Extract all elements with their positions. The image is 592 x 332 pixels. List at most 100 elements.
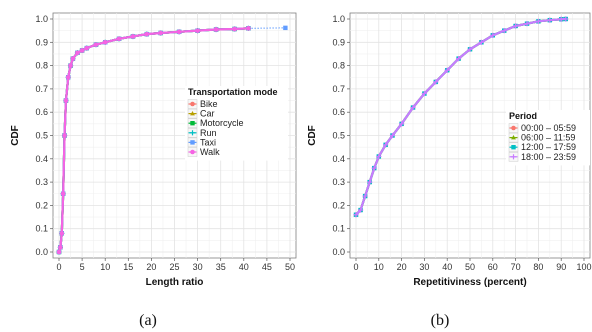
legend-label-a-5: Walk — [200, 147, 220, 157]
y-tick-label-b: 0.7 — [332, 84, 345, 94]
y-tick-label-b: 0.5 — [332, 131, 345, 141]
legend-marker-a-1 — [190, 111, 195, 116]
data-point-a-5 — [102, 40, 108, 45]
legend-title-b: Period — [509, 111, 537, 121]
data-point-a-5 — [176, 29, 182, 35]
x-tick-label-b: 20 — [397, 262, 407, 272]
data-point-b-3 — [456, 56, 462, 62]
data-point-a-5 — [70, 56, 76, 61]
legend-label-b-2: 12:00 – 17:59 — [521, 142, 576, 152]
data-point-a-5 — [116, 36, 122, 42]
data-point-b-3 — [357, 207, 364, 213]
data-point-b-3 — [389, 132, 396, 139]
x-tick-label-b: 60 — [488, 262, 498, 272]
data-point-a-5 — [246, 26, 251, 31]
series-a-5 — [56, 26, 251, 255]
x-tick-label-a: 25 — [169, 262, 179, 272]
x-tick-label-a: 10 — [100, 262, 110, 272]
data-point-b-3 — [444, 67, 450, 73]
data-point-a-5 — [59, 231, 65, 236]
y-axis-label-a: CDF — [10, 125, 21, 146]
data-point-a-5 — [60, 191, 66, 197]
legend-marker-b-2 — [511, 145, 516, 150]
data-point-a-5 — [56, 249, 62, 255]
x-tick-label-a: 35 — [216, 262, 226, 272]
x-axis-label-b: Repetitiviness (percent) — [413, 277, 526, 288]
data-point-a-5 — [158, 30, 163, 36]
data-point-a-5 — [232, 26, 237, 32]
legend-marker-a-2 — [190, 121, 195, 126]
data-point-b-3 — [421, 90, 427, 97]
x-tick-label-a: 5 — [80, 262, 85, 272]
data-point-b-3 — [410, 104, 416, 111]
y-tick-label-b: 1.0 — [332, 14, 345, 24]
x-tick-label-b: 10 — [374, 262, 384, 272]
y-tick-label-a: 1.0 — [35, 14, 48, 24]
x-tick-label-a: 30 — [193, 262, 203, 272]
y-tick-label-a: 0.9 — [35, 37, 48, 47]
x-tick-label-a: 0 — [56, 262, 61, 272]
legend-label-a-3: Run — [200, 128, 217, 138]
x-tick-label-b: 40 — [442, 262, 452, 272]
data-point-b-3 — [558, 16, 564, 22]
data-point-b-3 — [535, 18, 541, 24]
x-tick-label-a: 20 — [146, 262, 156, 272]
data-point-a-5 — [79, 48, 85, 53]
legend-marker-a-4 — [190, 140, 195, 145]
y-tick-label-a: 0.5 — [35, 131, 48, 141]
data-point-a-5 — [75, 50, 80, 56]
legend-label-a-0: Bike — [200, 99, 218, 109]
data-point-b-3 — [371, 165, 377, 171]
data-point-a-5 — [58, 245, 63, 250]
data-point-b-3 — [524, 21, 530, 27]
data-point-b-3 — [467, 46, 473, 52]
data-point-a-4 — [283, 25, 288, 31]
data-point-a-5 — [195, 28, 200, 33]
x-axis-label-a: Length ratio — [146, 277, 204, 288]
data-point-a-5 — [63, 98, 69, 103]
y-tick-label-b: 0.1 — [332, 224, 345, 234]
x-tick-label-a: 50 — [285, 262, 295, 272]
y-axis-label-b: CDF — [307, 125, 318, 146]
legend-marker-b-0 — [511, 125, 516, 131]
y-tick-label-a: 0.2 — [35, 200, 48, 210]
legend-label-a-2: Motorcycle — [200, 118, 244, 128]
y-tick-label-a: 0.6 — [35, 107, 48, 117]
legend-a: Transportation mode BikeCarMotorcycleRunT… — [185, 86, 288, 161]
y-tick-label-a: 0.4 — [35, 154, 48, 164]
x-tick-label-b: 90 — [556, 262, 566, 272]
legend-label-b-1: 06:00 – 11:59 — [521, 133, 575, 143]
data-point-b-3 — [547, 17, 553, 23]
data-point-b-3 — [376, 153, 382, 160]
y-tick-label-a: 0.0 — [35, 247, 48, 257]
legend-label-a-1: Car — [200, 109, 215, 119]
y-tick-label-a: 0.3 — [35, 177, 48, 187]
x-tick-label-b: 30 — [419, 262, 429, 272]
y-tick-label-b: 0.2 — [332, 200, 345, 210]
x-tick-label-a: 15 — [123, 262, 133, 272]
y-tick-label-a: 0.7 — [35, 84, 48, 94]
legend-marker-a-3 — [189, 130, 196, 136]
series-b-3 — [353, 16, 569, 218]
x-tick-label-b: 0 — [353, 262, 358, 272]
data-point-b-3 — [383, 142, 389, 148]
y-tick-label-a: 0.1 — [35, 224, 48, 234]
legend-box-b — [506, 110, 590, 166]
y-tick-label-b: 0.0 — [332, 247, 345, 257]
legend-marker-a-5 — [190, 149, 195, 155]
data-point-b-3 — [353, 212, 359, 218]
x-tick-label-b: 50 — [465, 262, 475, 272]
chart-a: 0.0 0.1 0.2 0.3 0.4 0.5 0.6 0.7 0.8 0.9 1.0 0 5 10 15 2… — [10, 12, 297, 288]
data-point-b-3 — [367, 179, 373, 185]
data-point-a-5 — [93, 42, 99, 47]
caption-b: (b) — [431, 312, 450, 329]
y-tick-label-b: 0.3 — [332, 177, 345, 187]
data-point-b-3 — [362, 193, 368, 199]
chart-b: 0.0 0.1 0.2 0.3 0.4 0.5 0.6 0.7 0.8 0.9 1.0 0 10 20 30… — [307, 12, 592, 288]
legend-title-a: Transportation mode — [188, 87, 278, 97]
legend-marker-b-1 — [511, 135, 516, 140]
data-point-a-5 — [84, 45, 90, 51]
data-point-a-5 — [144, 31, 150, 37]
